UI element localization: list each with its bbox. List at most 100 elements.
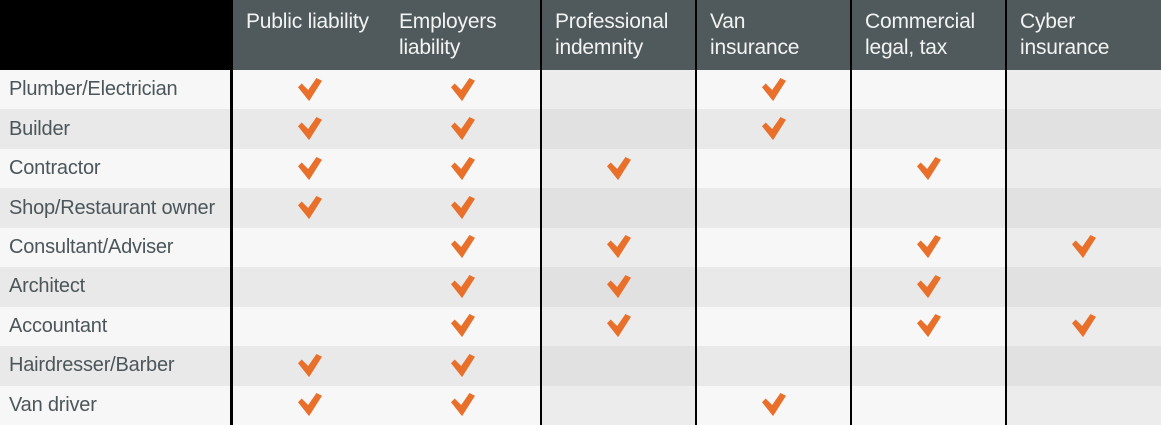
check-cell	[695, 227, 850, 268]
table-row: Shop/Restaurant owner	[0, 188, 1161, 228]
check-icon	[451, 77, 475, 101]
row-label: Consultant/Adviser	[0, 227, 230, 268]
check-cell	[230, 188, 386, 228]
check-icon	[916, 314, 941, 338]
check-icon	[297, 77, 322, 101]
check-icon	[451, 353, 475, 377]
table-row: Van driver	[0, 385, 1161, 425]
table-header: Public liability Employers liability Pro…	[0, 0, 1161, 70]
check-icon	[451, 274, 475, 298]
column-header-cyber-insurance: Cyber insurance	[1005, 0, 1161, 70]
check-cell	[540, 227, 695, 268]
check-cell	[850, 70, 1005, 110]
check-icon	[916, 235, 941, 259]
column-header-commercial-legal-tax: Commercial legal, tax	[850, 0, 1005, 70]
check-cell	[540, 188, 695, 228]
check-icon	[297, 117, 322, 141]
check-cell	[230, 385, 386, 425]
check-cell	[540, 346, 695, 386]
table-row: Architect	[0, 267, 1161, 307]
check-cell	[386, 346, 540, 386]
check-icon	[606, 314, 631, 338]
check-cell	[1005, 148, 1161, 189]
check-cell	[1005, 385, 1161, 425]
check-icon	[606, 156, 631, 180]
check-cell	[1005, 306, 1161, 347]
check-cell	[540, 148, 695, 189]
check-icon	[916, 274, 941, 298]
column-header-van-insurance: Van insurance	[695, 0, 850, 70]
check-cell	[540, 109, 695, 149]
check-cell	[540, 70, 695, 110]
check-icon	[451, 393, 475, 417]
check-cell	[386, 188, 540, 228]
row-label: Architect	[0, 267, 230, 307]
check-icon	[297, 393, 322, 417]
check-icon	[1072, 314, 1096, 338]
check-icon	[606, 235, 631, 259]
check-cell	[230, 346, 386, 386]
check-cell	[695, 267, 850, 307]
check-cell	[540, 267, 695, 307]
check-cell	[850, 385, 1005, 425]
check-icon	[297, 196, 322, 220]
row-label: Builder	[0, 109, 230, 149]
check-icon	[761, 393, 786, 417]
check-cell	[850, 306, 1005, 347]
check-cell	[850, 227, 1005, 268]
check-cell	[386, 148, 540, 189]
check-icon	[451, 235, 475, 259]
check-icon	[916, 156, 941, 180]
check-cell	[1005, 70, 1161, 110]
check-cell	[695, 70, 850, 110]
check-cell	[695, 306, 850, 347]
check-cell	[386, 267, 540, 307]
check-icon	[297, 353, 322, 377]
check-cell	[695, 188, 850, 228]
check-icon	[606, 274, 631, 298]
check-cell	[386, 227, 540, 268]
check-icon	[451, 314, 475, 338]
check-icon	[761, 117, 786, 141]
check-cell	[695, 385, 850, 425]
check-cell	[1005, 188, 1161, 228]
check-cell	[230, 148, 386, 189]
check-cell	[230, 109, 386, 149]
column-header-employers-liability: Employers liability	[386, 0, 540, 70]
check-icon	[761, 77, 786, 101]
row-label: Van driver	[0, 385, 230, 425]
check-cell	[695, 346, 850, 386]
check-cell	[1005, 346, 1161, 386]
check-cell	[540, 306, 695, 347]
check-cell	[1005, 227, 1161, 268]
check-cell	[540, 385, 695, 425]
table-row: Hairdresser/Barber	[0, 346, 1161, 386]
row-label: Plumber/Electrician	[0, 70, 230, 110]
check-cell	[230, 70, 386, 110]
check-cell	[230, 306, 386, 347]
table-row: Contractor	[0, 148, 1161, 189]
check-cell	[695, 109, 850, 149]
column-header-professional-indemnity: Professional indemnity	[540, 0, 695, 70]
check-cell	[230, 267, 386, 307]
check-icon	[297, 156, 322, 180]
check-cell	[850, 148, 1005, 189]
check-icon	[1072, 235, 1096, 259]
table-row: Accountant	[0, 306, 1161, 347]
table-body: Plumber/Electrician Builder Contractor Shop…	[0, 70, 1161, 425]
check-cell	[850, 267, 1005, 307]
check-cell	[386, 385, 540, 425]
check-icon	[451, 156, 475, 180]
check-cell	[230, 227, 386, 268]
check-cell	[1005, 109, 1161, 149]
check-cell	[695, 148, 850, 189]
check-cell	[850, 346, 1005, 386]
check-cell	[386, 70, 540, 110]
table-row: Consultant/Adviser	[0, 227, 1161, 268]
table-row: Builder	[0, 109, 1161, 149]
check-cell	[386, 109, 540, 149]
row-label: Hairdresser/Barber	[0, 346, 230, 386]
column-header-public-liability: Public liability	[230, 0, 386, 70]
check-cell	[850, 109, 1005, 149]
